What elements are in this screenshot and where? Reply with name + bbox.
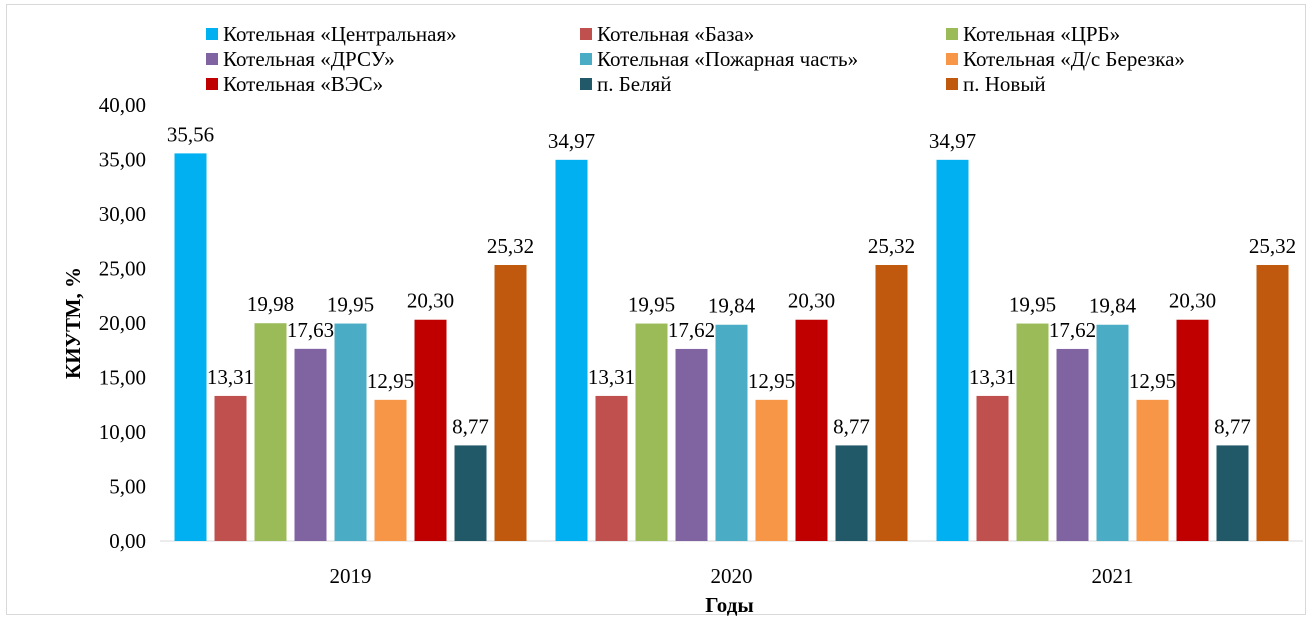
legend-swatch bbox=[580, 53, 592, 65]
legend-swatch bbox=[206, 78, 218, 90]
bar bbox=[936, 159, 969, 541]
bar bbox=[174, 153, 207, 541]
legend-item: Котельная «ВЭС» bbox=[206, 72, 383, 96]
bar bbox=[214, 395, 247, 541]
bar bbox=[294, 348, 327, 541]
legend-item: Котельная «Д/с Березка» bbox=[946, 47, 1185, 71]
legend-label: Котельная «Пожарная часть» bbox=[597, 47, 859, 71]
legend-label: Котельная «Центральная» bbox=[223, 22, 457, 46]
y-tick-label: 0,00 bbox=[109, 529, 146, 553]
legend-item: Котельная «ДРСУ» bbox=[206, 47, 395, 71]
data-label: 13,31 bbox=[207, 365, 254, 389]
data-label: 34,97 bbox=[929, 129, 976, 153]
legend-swatch bbox=[206, 53, 218, 65]
legend-swatch bbox=[946, 78, 958, 90]
data-label: 35,56 bbox=[167, 122, 214, 146]
bar bbox=[675, 348, 708, 541]
y-tick-label: 40,00 bbox=[99, 93, 146, 117]
y-tick-label: 15,00 bbox=[99, 366, 146, 390]
data-label: 17,63 bbox=[287, 318, 334, 342]
bar bbox=[635, 323, 668, 541]
legend-label: Котельная «База» bbox=[597, 22, 755, 46]
data-label: 19,95 bbox=[327, 293, 374, 317]
bar bbox=[795, 319, 828, 541]
data-label: 19,84 bbox=[708, 294, 756, 318]
data-label: 13,31 bbox=[588, 365, 635, 389]
legend-swatch bbox=[946, 28, 958, 40]
bar bbox=[755, 399, 788, 541]
data-label: 34,97 bbox=[548, 129, 595, 153]
legend-item: Котельная «ЦРБ» bbox=[946, 22, 1120, 46]
legend-label: Котельная «ДРСУ» bbox=[223, 47, 395, 71]
bar bbox=[976, 395, 1009, 541]
x-tick-label: 2020 bbox=[711, 564, 753, 588]
bar bbox=[1256, 265, 1289, 541]
x-axis-title: Годы bbox=[705, 593, 753, 617]
bar bbox=[254, 323, 287, 541]
data-label: 19,95 bbox=[1009, 293, 1056, 317]
data-label: 20,30 bbox=[1169, 289, 1216, 313]
data-label: 25,32 bbox=[1249, 234, 1296, 258]
y-tick-label: 25,00 bbox=[99, 257, 146, 281]
legend-swatch bbox=[580, 28, 592, 40]
data-label: 8,77 bbox=[1214, 414, 1251, 438]
legend-label: п. Новый bbox=[963, 72, 1046, 96]
data-label: 25,32 bbox=[868, 234, 915, 258]
legend-swatch bbox=[946, 53, 958, 65]
data-label: 19,84 bbox=[1089, 294, 1137, 318]
data-label: 12,95 bbox=[1129, 369, 1176, 393]
x-tick-label: 2021 bbox=[1092, 564, 1134, 588]
bar bbox=[1056, 348, 1089, 541]
legend-item: п. Новый bbox=[946, 72, 1046, 96]
chart-area bbox=[6, 4, 1306, 615]
legend-item: Котельная «Пожарная часть» bbox=[580, 47, 858, 71]
legend-item: Котельная «База» bbox=[580, 22, 754, 46]
legend-label: Котельная «ВЭС» bbox=[223, 72, 384, 96]
legend-swatch bbox=[580, 78, 592, 90]
bar bbox=[595, 395, 628, 541]
legend-label: Котельная «ЦРБ» bbox=[963, 22, 1121, 46]
bar bbox=[334, 323, 367, 541]
bar bbox=[1016, 323, 1049, 541]
bar bbox=[1176, 319, 1209, 541]
bar bbox=[1096, 324, 1129, 541]
y-tick-label: 20,00 bbox=[99, 311, 146, 335]
legend-swatch bbox=[206, 28, 218, 40]
legend-item: Котельная «Центральная» bbox=[206, 22, 457, 46]
data-label: 20,30 bbox=[788, 289, 835, 313]
data-label: 13,31 bbox=[969, 365, 1016, 389]
bar bbox=[1216, 445, 1249, 541]
bar bbox=[374, 399, 407, 541]
data-label: 17,62 bbox=[1049, 318, 1096, 342]
x-tick-label: 2019 bbox=[330, 564, 372, 588]
bar bbox=[715, 324, 748, 541]
y-tick-label: 35,00 bbox=[99, 148, 146, 172]
data-label: 8,77 bbox=[452, 414, 489, 438]
data-label: 12,95 bbox=[367, 369, 414, 393]
y-tick-label: 30,00 bbox=[99, 202, 146, 226]
data-label: 12,95 bbox=[748, 369, 795, 393]
bar bbox=[835, 445, 868, 541]
bar bbox=[414, 319, 447, 541]
legend-label: Котельная «Д/с Березка» bbox=[963, 47, 1185, 71]
data-label: 20,30 bbox=[407, 289, 454, 313]
legend-label: п. Беляй bbox=[597, 72, 672, 96]
y-tick-label: 10,00 bbox=[99, 420, 146, 444]
data-label: 25,32 bbox=[487, 234, 534, 258]
y-tick-label: 5,00 bbox=[109, 475, 146, 499]
legend-item: п. Беляй bbox=[580, 72, 672, 96]
data-label: 8,77 bbox=[833, 414, 870, 438]
bar bbox=[1136, 399, 1169, 541]
data-label: 19,98 bbox=[247, 292, 294, 316]
data-label: 19,95 bbox=[628, 293, 675, 317]
bar bbox=[454, 445, 487, 541]
bar bbox=[875, 265, 908, 541]
y-axis-title: КИУТМ, % bbox=[61, 267, 85, 379]
bar bbox=[555, 159, 588, 541]
bar bbox=[494, 265, 527, 541]
data-label: 17,62 bbox=[668, 318, 715, 342]
